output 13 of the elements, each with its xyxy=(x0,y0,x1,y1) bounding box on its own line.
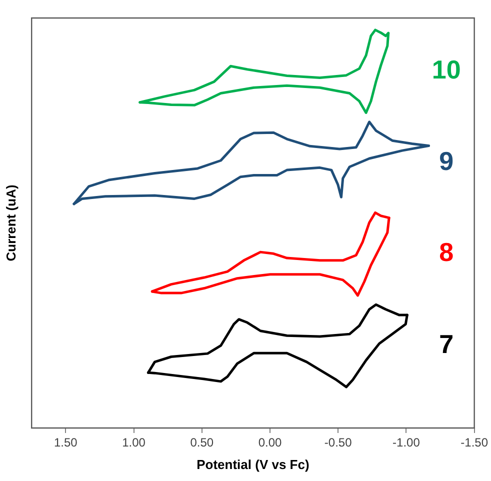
series-label: 9 xyxy=(439,146,454,176)
x-axis-title: Potential (V vs Fc) xyxy=(196,456,310,472)
series-label: 10 xyxy=(432,54,461,85)
text: 8 xyxy=(439,237,454,268)
x-tick-label: 0.00 xyxy=(258,436,282,450)
x-tick-label: 1.00 xyxy=(122,436,146,450)
x-tick-label: -1.00 xyxy=(392,436,420,450)
series-label: 7 xyxy=(439,328,454,359)
x-tick-label: -0.50 xyxy=(324,436,352,450)
y-axis-title: Current (uA) xyxy=(3,184,18,262)
x-tick-label: 1.50 xyxy=(54,436,78,450)
x-tick-label: 0.50 xyxy=(190,436,214,450)
x-tick-label: -1.50 xyxy=(460,436,488,450)
